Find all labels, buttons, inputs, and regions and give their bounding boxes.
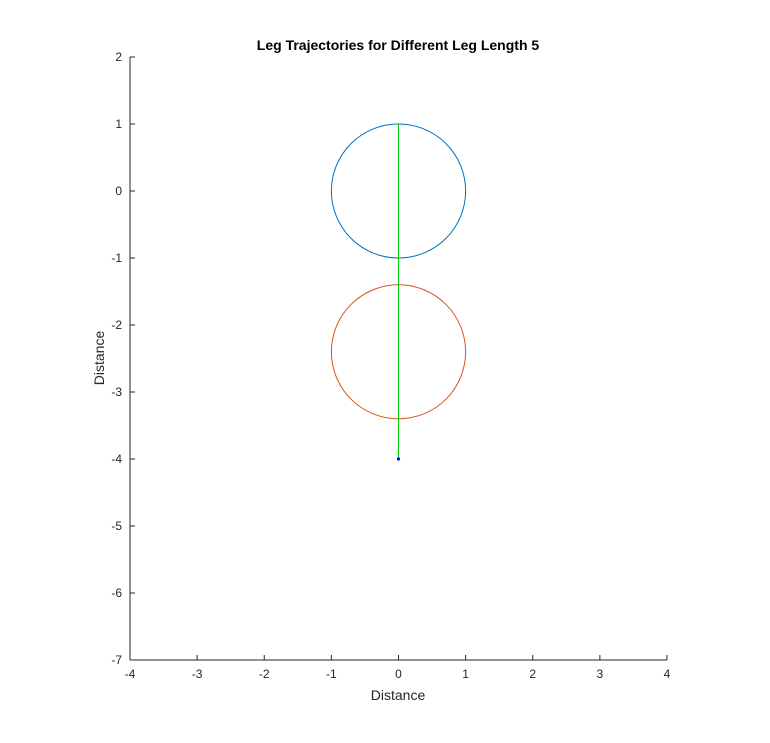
- x-tick-label: 3: [597, 667, 604, 681]
- x-tick-label: 2: [529, 667, 536, 681]
- x-tick-label: 4: [664, 667, 671, 681]
- y-tick-label: 2: [115, 50, 122, 64]
- x-tick-label: 0: [395, 667, 402, 681]
- foot-point: [396, 457, 401, 461]
- y-tick-label: -4: [111, 452, 122, 466]
- axes-layer: -4 -3 -2 -1 0 1 2 3 4 -7 -6 -5 -4 -3 -2 -1 0 1 2: [111, 50, 670, 681]
- y-tick-label: -7: [111, 653, 122, 667]
- y-tick-label: -3: [111, 385, 122, 399]
- x-tick-label: -2: [259, 667, 270, 681]
- x-tick-label: -4: [125, 667, 136, 681]
- y-tick-label: 0: [115, 184, 122, 198]
- y-tick-label: -5: [111, 519, 122, 533]
- y-tick-label: 1: [115, 117, 122, 131]
- series-layer: [330, 123, 467, 461]
- x-tick-label: 1: [462, 667, 469, 681]
- y-axis-label: Distance: [91, 331, 107, 386]
- x-tick-label: -3: [192, 667, 203, 681]
- chart-title: Leg Trajectories for Different Leg Lengt…: [257, 37, 540, 53]
- y-tick-label: -6: [111, 586, 122, 600]
- x-tick-label: -1: [326, 667, 337, 681]
- y-tick-label: -2: [111, 318, 122, 332]
- x-axis-label: Distance: [371, 687, 426, 703]
- y-tick-label: -1: [111, 251, 122, 265]
